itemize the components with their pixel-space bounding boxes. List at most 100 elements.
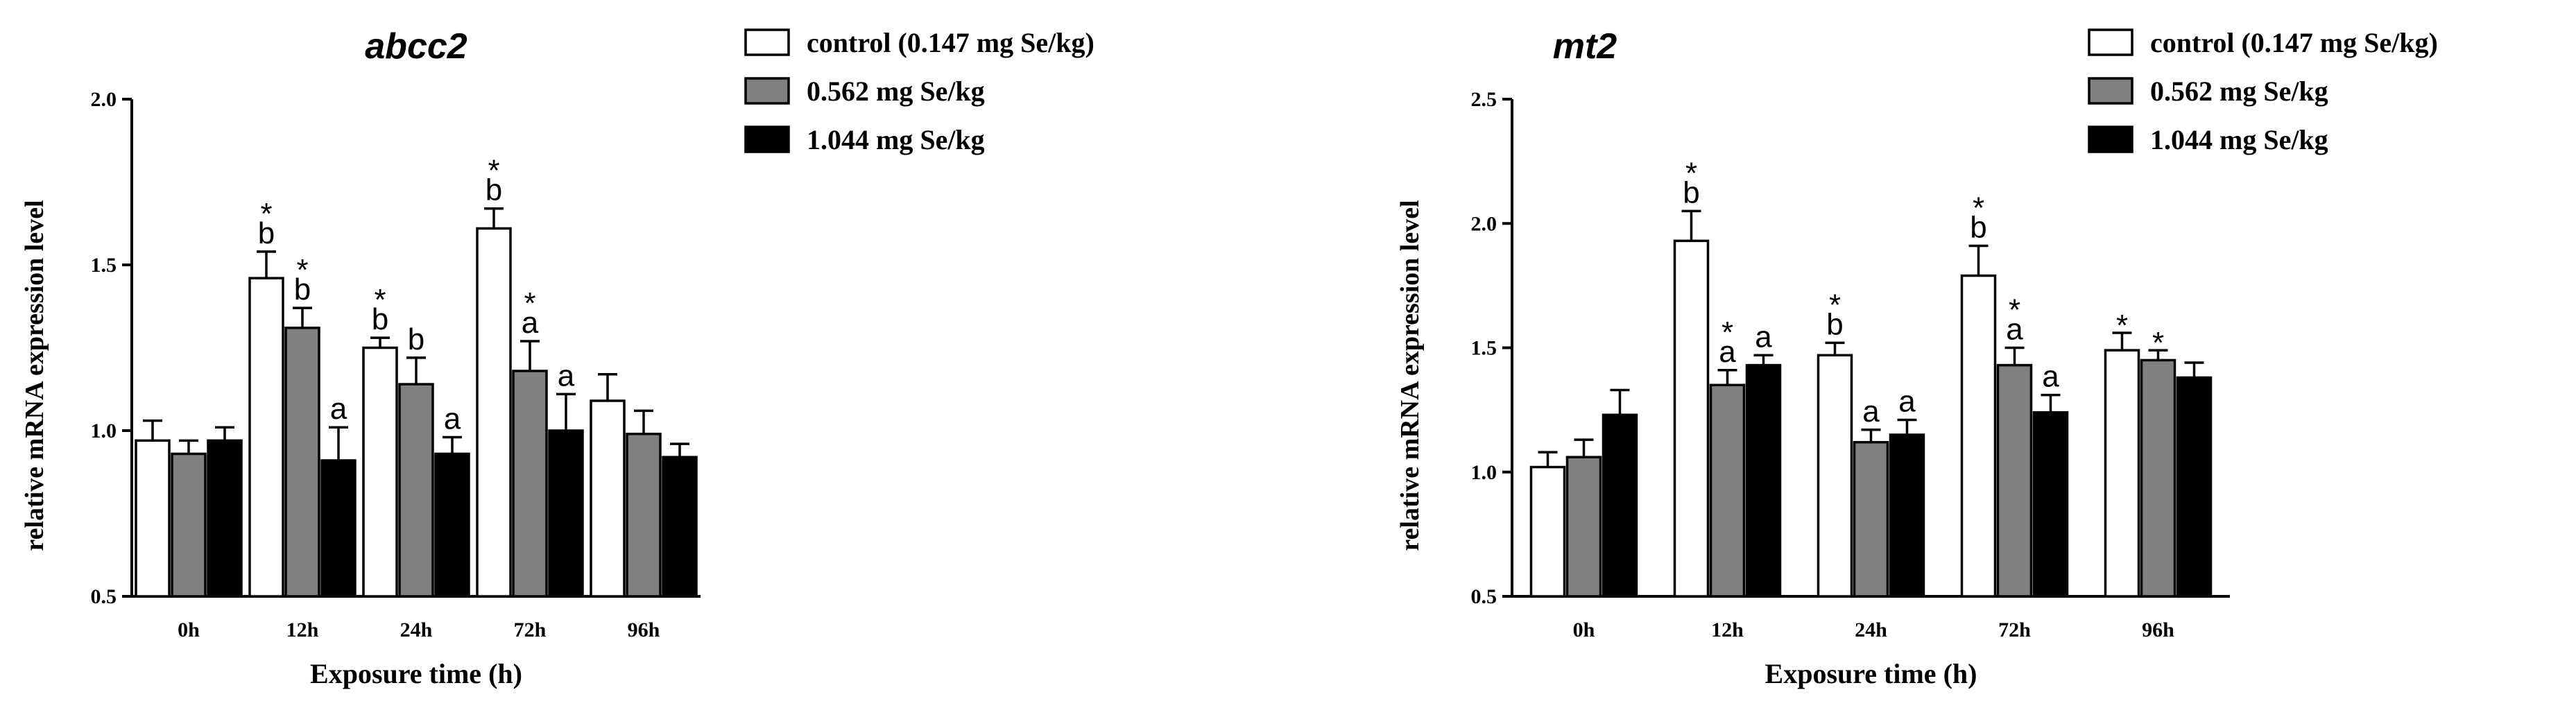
- significance-label: b: [1970, 211, 1986, 245]
- significance-label: b: [258, 216, 275, 250]
- legend-label: 0.562 mg Se/kg: [2150, 76, 2328, 107]
- significance-label: *: [1829, 288, 1841, 322]
- legend: control (0.147 mg Se/kg) 0.562 mg Se/kg 1.…: [2088, 27, 2438, 155]
- significance-label: *: [1973, 191, 1984, 225]
- significance-label: a: [1898, 384, 1916, 418]
- bar: [1565, 456, 1602, 598]
- significance-label: a: [558, 358, 575, 392]
- bar: [2176, 376, 2213, 598]
- significance-label: *: [260, 197, 272, 231]
- x-axis-label: Exposure time (h): [1765, 658, 1977, 689]
- significance-label: *: [2152, 326, 2164, 360]
- bar: [398, 383, 434, 598]
- y-tick-label: 1.5: [1471, 337, 1497, 360]
- bar: [1745, 363, 1782, 598]
- bar: [171, 452, 207, 598]
- significance-label: a: [522, 306, 539, 340]
- legend-label: control (0.147 mg Se/kg): [2150, 27, 2438, 58]
- bar: [320, 459, 357, 598]
- bar: [626, 433, 662, 598]
- x-tick-label: 72h: [1998, 619, 2031, 641]
- significance-label: *: [2009, 293, 2020, 327]
- bar: [135, 439, 171, 598]
- legend-swatch: [744, 77, 790, 105]
- significance-label: b: [294, 273, 311, 306]
- significance-label: *: [1721, 316, 1733, 349]
- bar: [2104, 349, 2140, 598]
- y-tick-label: 1.5: [91, 254, 117, 277]
- bar: [1602, 413, 1638, 598]
- bar: [1960, 274, 1997, 598]
- legend-swatch: [744, 126, 790, 153]
- bar: [590, 399, 626, 598]
- significance-label: a: [1755, 320, 1772, 354]
- bar: [548, 429, 584, 598]
- bar: [284, 327, 320, 598]
- y-tick-label: 2.5: [1471, 88, 1497, 111]
- significance-label: a: [330, 392, 347, 426]
- x-tick-label: 12h: [1711, 619, 1744, 641]
- x-tick-label: 0h: [1573, 619, 1595, 641]
- significance-label: b: [1826, 307, 1843, 341]
- chart-panel-0: 0.51.01.52.00h 12hb*b*a24hb*ba72hb*a*a96h…: [20, 26, 1094, 689]
- x-tick-label: 0h: [178, 619, 200, 641]
- significance-label: b: [486, 173, 502, 207]
- significance-label: a: [2006, 313, 2023, 347]
- bar: [1853, 440, 1889, 598]
- x-axis-label: Exposure time (h): [310, 658, 522, 689]
- chart-title: mt2: [1553, 26, 1617, 67]
- significance-label: *: [296, 253, 308, 287]
- y-tick-label: 2.0: [91, 88, 117, 111]
- bar: [1529, 465, 1566, 598]
- bar: [434, 452, 470, 598]
- bar: [362, 346, 398, 598]
- chart-title: abcc2: [365, 26, 467, 67]
- significance-label: *: [374, 283, 386, 317]
- bar: [512, 370, 548, 598]
- significance-label: a: [2042, 360, 2059, 394]
- y-axis-label: relative mRNA expression level: [20, 200, 49, 551]
- bar: [2140, 358, 2176, 598]
- legend-label: 1.044 mg Se/kg: [807, 124, 985, 155]
- significance-label: b: [1683, 175, 1699, 209]
- legend-swatch: [2088, 28, 2133, 56]
- x-tick-label: 24h: [400, 619, 433, 641]
- legend-swatch: [744, 28, 790, 56]
- legend-swatch: [2088, 126, 2133, 153]
- y-tick-label: 2.0: [1471, 212, 1497, 235]
- x-tick-label: 24h: [1855, 619, 1887, 641]
- significance-label: a: [444, 402, 461, 436]
- significance-label: *: [488, 154, 499, 188]
- bar: [1996, 363, 2033, 598]
- legend-label: control (0.147 mg Se/kg): [807, 27, 1094, 58]
- significance-label: *: [2116, 309, 2128, 343]
- x-tick-label: 96h: [628, 619, 660, 641]
- y-tick-label: 1.0: [1471, 461, 1497, 484]
- legend-label: 0.562 mg Se/kg: [807, 76, 985, 107]
- significance-label: b: [408, 322, 424, 356]
- y-tick-label: 0.5: [1471, 585, 1497, 608]
- y-axis-label: relative mRNA expression level: [1396, 200, 1425, 551]
- significance-label: *: [524, 286, 535, 320]
- significance-label: a: [1862, 395, 1880, 429]
- significance-label: *: [1685, 156, 1697, 190]
- y-tick-label: 0.5: [91, 585, 117, 608]
- bar: [662, 456, 698, 598]
- x-tick-label: 72h: [514, 619, 547, 641]
- x-tick-label: 12h: [286, 619, 319, 641]
- significance-label: b: [372, 302, 388, 336]
- legend-swatch: [2088, 77, 2133, 105]
- bar: [476, 227, 512, 598]
- legend-label: 1.044 mg Se/kg: [2150, 124, 2328, 155]
- x-tick-label: 96h: [2142, 619, 2174, 641]
- bar: [1817, 354, 1853, 598]
- y-tick-label: 1.0: [91, 420, 117, 442]
- bar: [1673, 239, 1710, 598]
- significance-label: a: [1719, 335, 1736, 369]
- bar: [207, 439, 243, 598]
- bar: [248, 277, 284, 598]
- bar: [1889, 433, 1925, 598]
- bar: [1709, 383, 1746, 598]
